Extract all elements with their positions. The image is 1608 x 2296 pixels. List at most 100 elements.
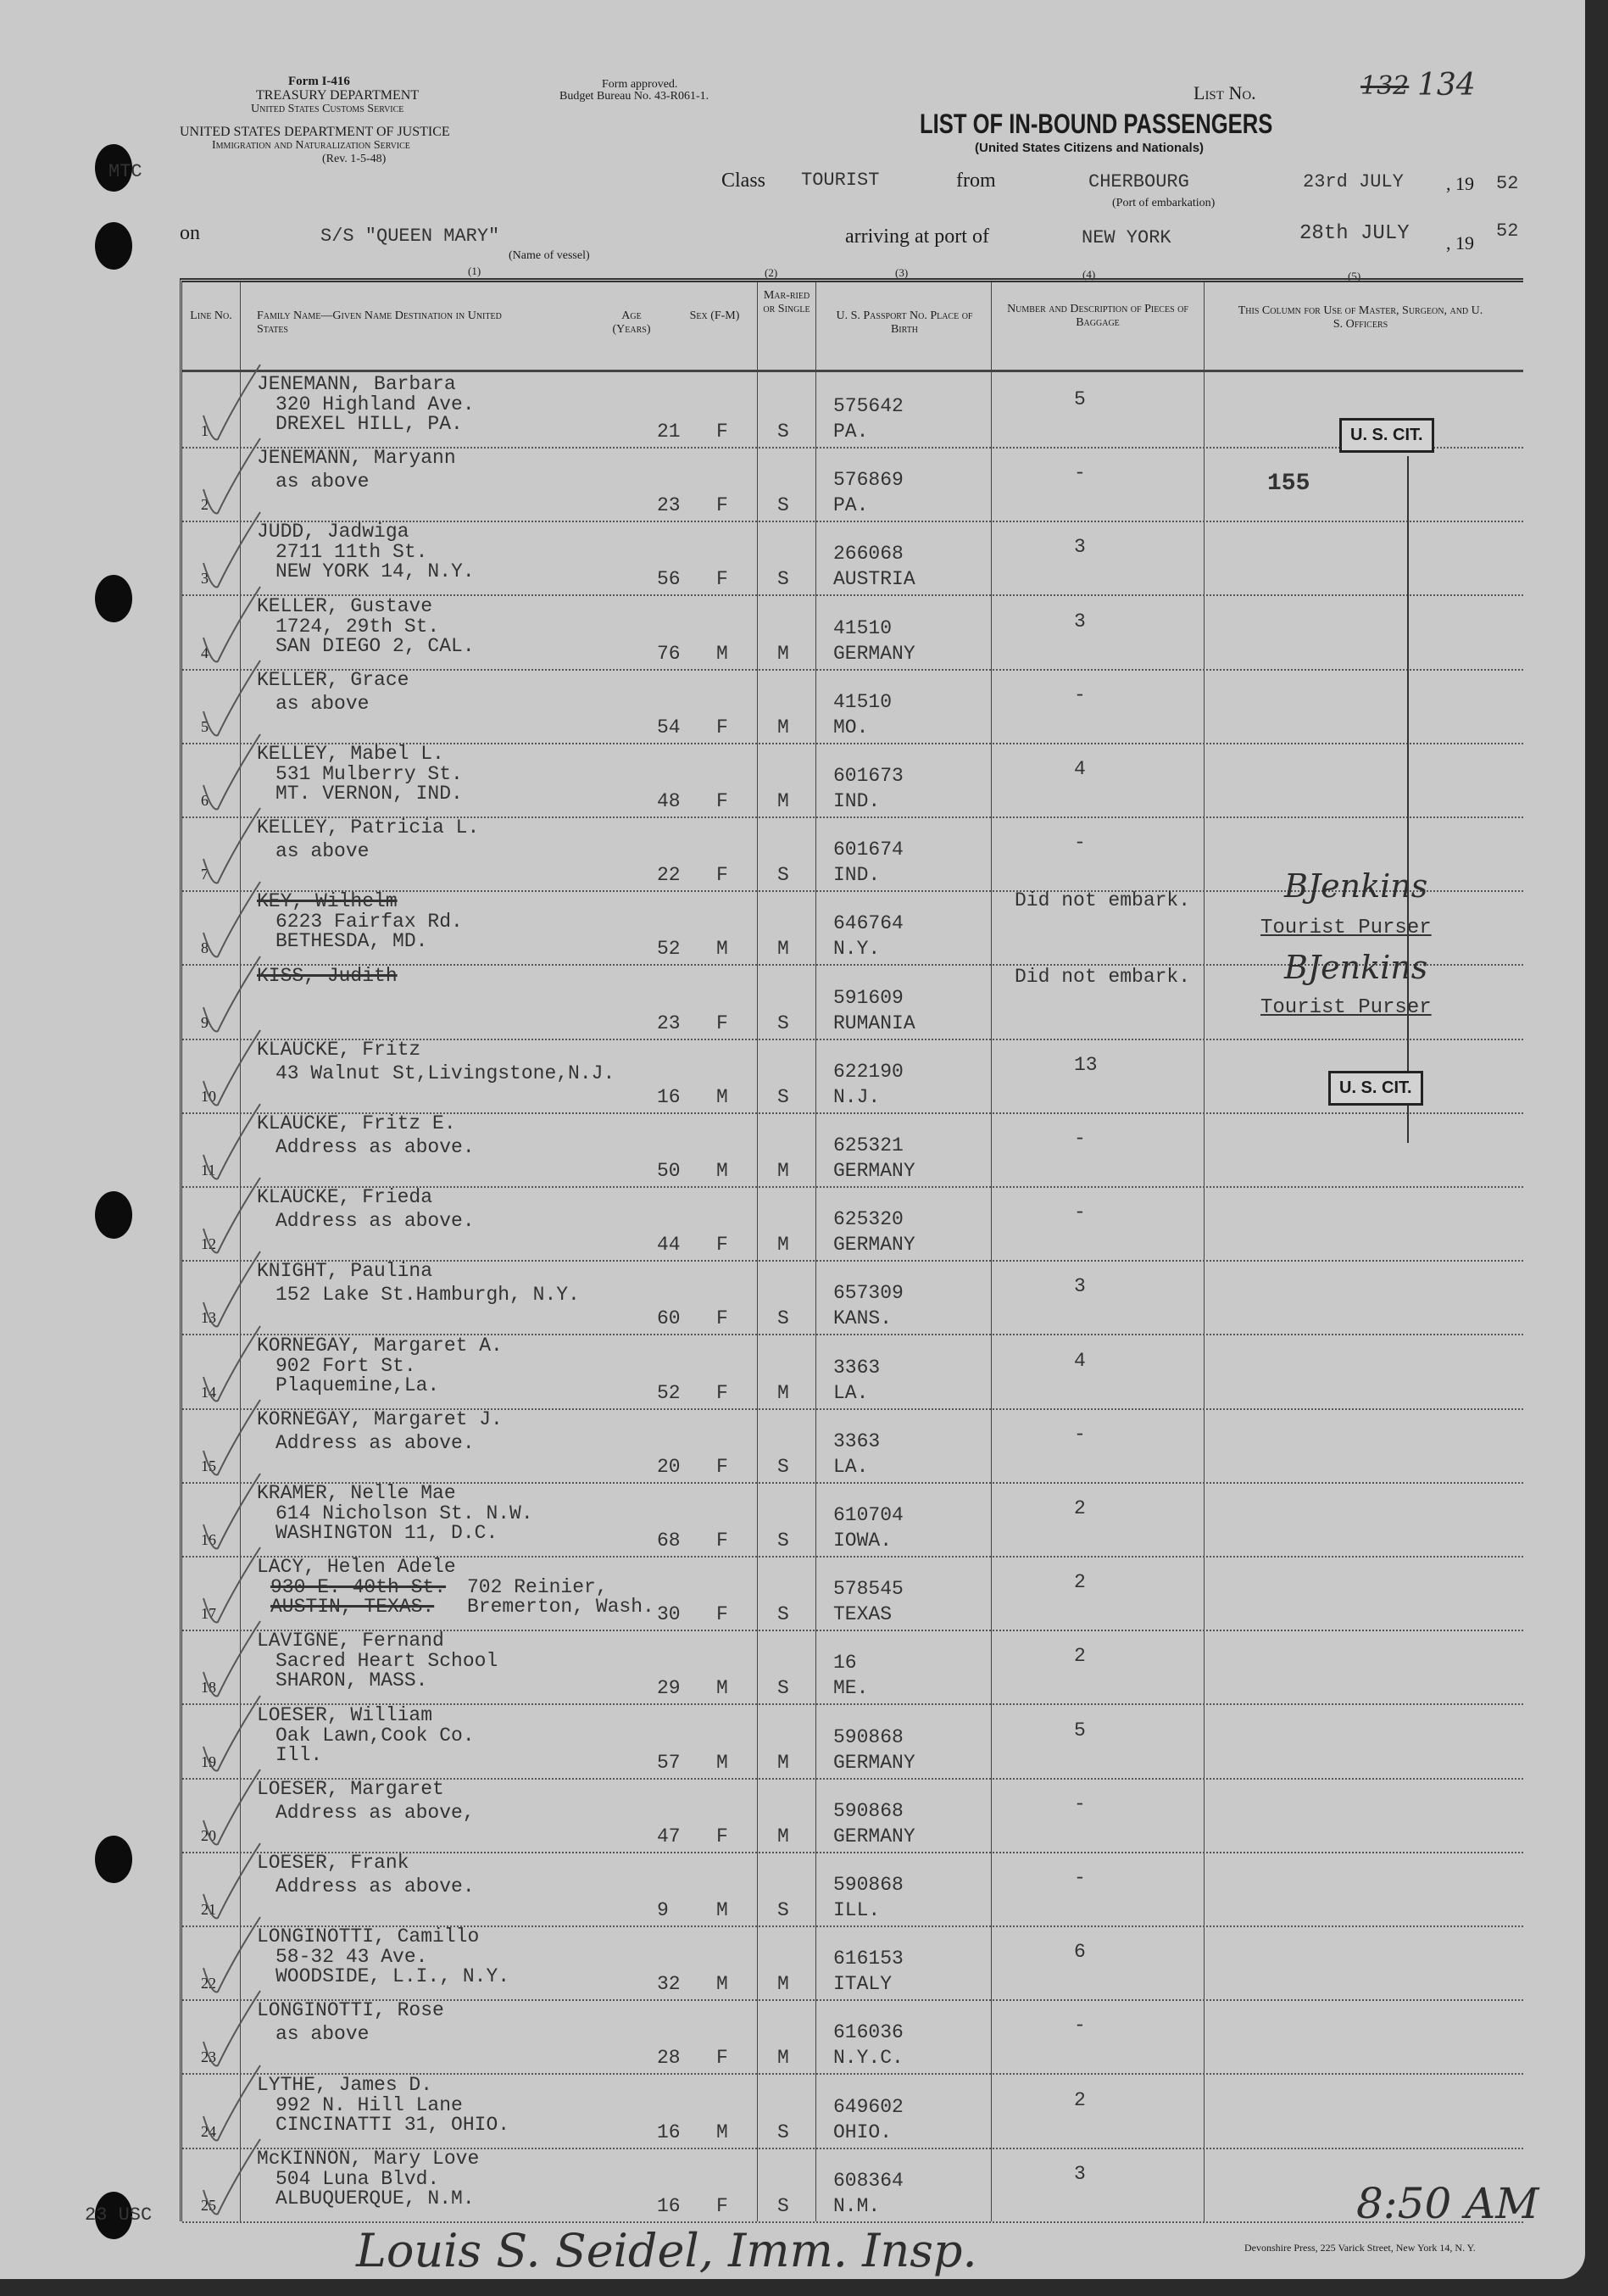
header-name: Family Name—Given Name Destination in Un… bbox=[257, 309, 502, 336]
marital-status: S bbox=[777, 1455, 789, 1478]
age: 9 bbox=[657, 1899, 669, 1921]
header-age: Age (Years) bbox=[612, 309, 651, 336]
form-number: Form I-416 bbox=[288, 75, 350, 88]
destination-address: NEW YORK 14, N.Y. bbox=[275, 560, 475, 583]
sex: F bbox=[716, 1455, 728, 1478]
destination-address: Bremerton, Wash. bbox=[467, 1596, 654, 1619]
passenger-name: KISS, Judith bbox=[257, 964, 398, 987]
checkmark-icon bbox=[203, 364, 261, 441]
header-married: Mar-ried or Single bbox=[763, 289, 810, 315]
table-row: 15 KORNEGAY, Margaret J. Address as above.… bbox=[182, 1399, 1523, 1484]
sex: F bbox=[716, 2194, 728, 2217]
place-of-birth: IOWA. bbox=[833, 1530, 893, 1552]
passport-number: 616036 bbox=[833, 2021, 904, 2044]
baggage-count: 5 bbox=[1074, 388, 1086, 410]
sex: M bbox=[716, 1751, 728, 1774]
inspection-time: 8:50 AM bbox=[1356, 2179, 1539, 2228]
checkmark-icon bbox=[203, 1695, 261, 1772]
not-embarked-note: Did not embark. bbox=[1015, 889, 1191, 911]
passport-number: 608364 bbox=[833, 2169, 904, 2192]
age: 57 bbox=[657, 1751, 681, 1774]
sex: M bbox=[716, 1160, 728, 1182]
destination-address: Ill. bbox=[275, 1743, 323, 1766]
passport-number: 601673 bbox=[833, 765, 904, 787]
passenger-name: LONGINOTTI, Rose bbox=[257, 1999, 444, 2022]
passenger-name: LOESER, William bbox=[257, 1703, 433, 1726]
checkmark-icon bbox=[203, 1769, 261, 1846]
margin-note: MTC bbox=[108, 161, 142, 182]
arrival-date: 28th JULY bbox=[1299, 222, 1410, 245]
passenger-count: 155 bbox=[1267, 471, 1310, 497]
passport-number: 625320 bbox=[833, 1208, 904, 1231]
baggage-count: - bbox=[1074, 2015, 1086, 2037]
destination-address: BETHESDA, MD. bbox=[275, 930, 428, 953]
age: 16 bbox=[657, 1085, 681, 1108]
passport-number: 41510 bbox=[833, 690, 893, 713]
destination-address: as above bbox=[275, 692, 370, 715]
marital-status: S bbox=[777, 1603, 789, 1626]
from-label: from bbox=[956, 170, 996, 192]
marital-status: S bbox=[777, 1085, 789, 1108]
class-value: TOURIST bbox=[801, 170, 880, 191]
arrival-port: NEW YORK bbox=[1082, 227, 1171, 248]
age: 20 bbox=[657, 1455, 681, 1478]
age: 47 bbox=[657, 1825, 681, 1847]
checkmark-icon bbox=[203, 1620, 261, 1697]
place-of-birth: AUSTRIA bbox=[833, 568, 915, 591]
destination-address: 2711 11th St. bbox=[275, 541, 428, 564]
destination-address: 320 Highland Ave. bbox=[275, 393, 475, 415]
baggage-count: 3 bbox=[1074, 2162, 1086, 2185]
age: 16 bbox=[657, 2120, 681, 2143]
page-title: LIST OF IN-BOUND PASSENGERS bbox=[920, 109, 1273, 139]
inspector-signature: Louis S. Seidel, Imm. Insp. bbox=[356, 2224, 977, 2277]
departure-date: 23rd JULY bbox=[1303, 171, 1404, 192]
passenger-name: LONGINOTTI, Camillo bbox=[257, 1925, 480, 1948]
passenger-name: KELLER, Gustave bbox=[257, 594, 433, 617]
header-line-no: Line No. bbox=[190, 309, 232, 322]
age: 22 bbox=[657, 864, 681, 887]
baggage-count: - bbox=[1074, 462, 1086, 485]
sex: M bbox=[716, 1973, 728, 1996]
vessel-note: (Name of vessel) bbox=[509, 249, 590, 262]
place-of-birth: ITALY bbox=[833, 1973, 893, 1996]
destination-address: Sacred Heart School bbox=[275, 1650, 498, 1673]
destination-address: 6223 Fairfax Rd. bbox=[275, 911, 463, 933]
sex: F bbox=[716, 1307, 728, 1330]
purser-title: Tourist Purser bbox=[1260, 917, 1432, 939]
destination-address: CINCINATTI 31, OHIO. bbox=[275, 2113, 510, 2136]
checkmark-icon bbox=[203, 437, 261, 515]
table-row: 2 JENEMANN, Maryann as above 23 F S 576869 PA. - bbox=[182, 437, 1523, 523]
sex: M bbox=[716, 2120, 728, 2143]
destination-address: Address as above. bbox=[275, 1210, 475, 1233]
marital-status: M bbox=[777, 1825, 789, 1847]
list-number-label: List No. bbox=[1193, 82, 1256, 103]
place-of-birth: TEXAS bbox=[833, 1603, 893, 1626]
sex: F bbox=[716, 494, 728, 517]
marital-status: M bbox=[777, 716, 789, 738]
passenger-name: McKINNON, Mary Love bbox=[257, 2147, 480, 2170]
age: 60 bbox=[657, 1307, 681, 1330]
column-number: (3) bbox=[895, 266, 909, 279]
destination-address: SHARON, MASS. bbox=[275, 1669, 428, 1692]
checkmark-icon bbox=[203, 1399, 261, 1476]
destination-address: ALBUQUERQUE, N.M. bbox=[275, 2187, 475, 2210]
punch-hole bbox=[95, 144, 132, 192]
line-number: 7 bbox=[201, 866, 209, 883]
place-of-birth: GERMANY bbox=[833, 642, 915, 665]
baggage-count: - bbox=[1074, 1867, 1086, 1889]
destination-address: as above bbox=[275, 840, 370, 863]
sex: M bbox=[716, 1677, 728, 1700]
baggage-count: - bbox=[1074, 832, 1086, 855]
sex: F bbox=[716, 1011, 728, 1034]
line-number: 1 bbox=[201, 422, 209, 439]
checkmark-icon bbox=[203, 1325, 261, 1402]
destination-address: SAN DIEGO 2, CAL. bbox=[275, 634, 475, 657]
passenger-name: KLAUCKE, Fritz bbox=[257, 1038, 421, 1061]
passenger-name: KEY, Wilhelm bbox=[257, 890, 398, 913]
age: 23 bbox=[657, 1011, 681, 1034]
column-number: (4) bbox=[1082, 268, 1096, 281]
not-embarked-note: Did not embark. bbox=[1015, 966, 1191, 988]
place-of-birth: RUMANIA bbox=[833, 1011, 915, 1034]
baggage-count: 2 bbox=[1074, 1497, 1086, 1519]
place-of-birth: N.J. bbox=[833, 1085, 881, 1108]
